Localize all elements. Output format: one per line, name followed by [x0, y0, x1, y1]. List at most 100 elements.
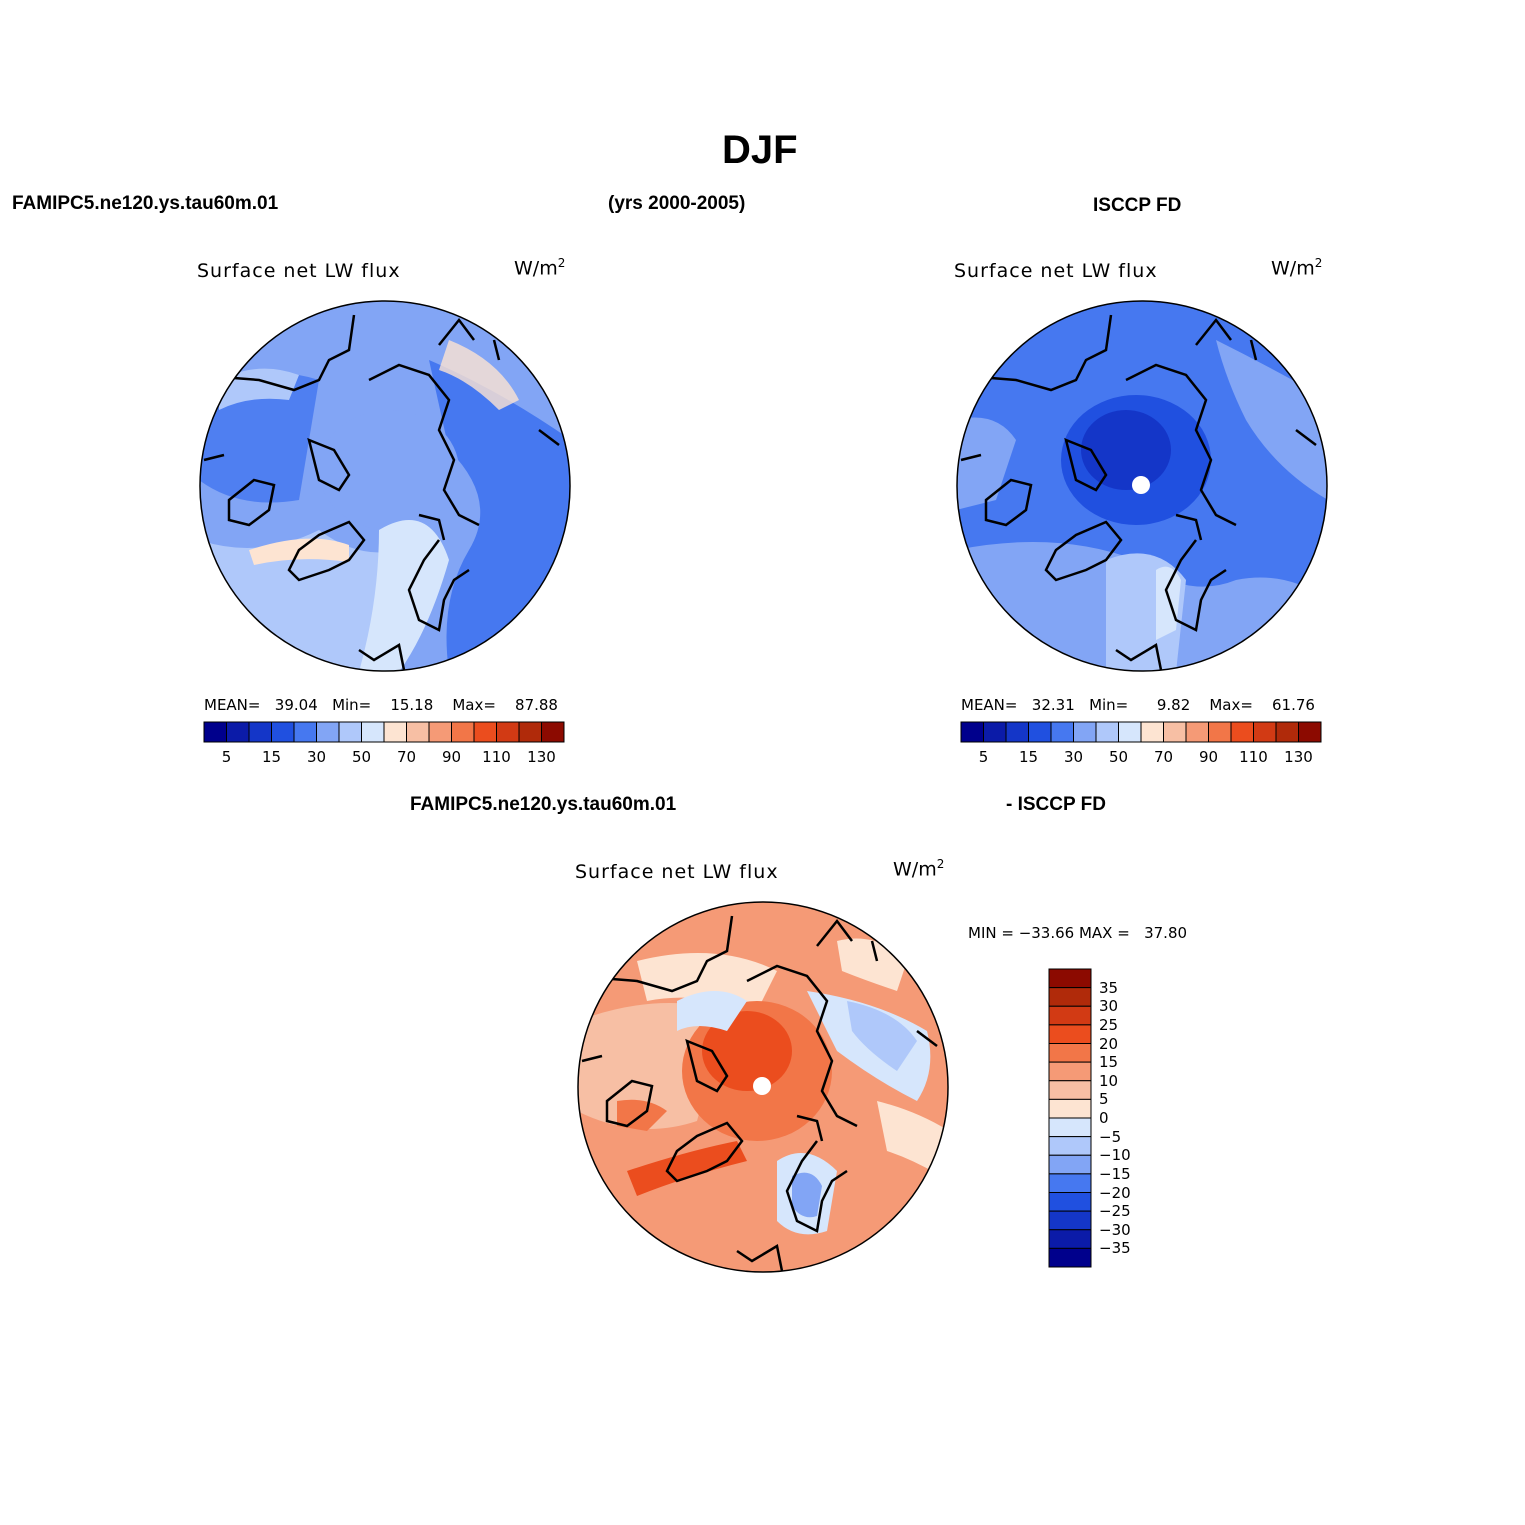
- colorbar-tick-label: 0: [1099, 1109, 1109, 1127]
- colorbar-swatch: [1275, 721, 1299, 743]
- colorbar-tick-label: 30: [1063, 748, 1084, 766]
- colorbar-swatch: [1118, 721, 1142, 743]
- colorbar-tick-label: 30: [1099, 997, 1119, 1016]
- model-colorbar: [203, 721, 565, 743]
- colorbar-tick-label: 90: [441, 748, 462, 766]
- colorbar-tick-label: 25: [1099, 1015, 1119, 1034]
- colorbar-swatch: [271, 721, 295, 743]
- diff-colorbar: [1048, 968, 1092, 1268]
- obs-units: W/m2: [1271, 256, 1323, 280]
- colorbar-swatch: [428, 721, 452, 743]
- diff-variable-title: Surface net LW flux: [575, 861, 779, 883]
- colorbar-swatch: [1050, 721, 1074, 743]
- colorbar-swatch: [518, 721, 542, 743]
- colorbar-swatch: [383, 721, 407, 743]
- colorbar-swatch: [361, 721, 385, 743]
- colorbar-swatch: [1185, 721, 1209, 743]
- diff-units: W/m2: [893, 857, 945, 881]
- colorbar-tick-label: 50: [351, 748, 372, 766]
- colorbar-tick-label: 35: [1099, 978, 1119, 997]
- model-polar-map: [199, 300, 571, 672]
- model-stats: MEAN= 39.04 Min= 15.18 Max= 87.88: [204, 696, 558, 714]
- colorbar-swatch: [1048, 1098, 1092, 1119]
- colorbar-swatch: [1048, 968, 1092, 989]
- colorbar-swatch: [316, 721, 340, 743]
- colorbar-tick-label: −30: [1099, 1220, 1131, 1239]
- colorbar-swatch: [1028, 721, 1052, 743]
- figure-title: DJF: [722, 128, 798, 172]
- colorbar-tick-label: −20: [1099, 1183, 1131, 1202]
- model-units: W/m2: [514, 256, 566, 280]
- diff-minmax: MIN = −33.66 MAX = 37.80: [968, 924, 1188, 942]
- colorbar-swatch: [1048, 1061, 1092, 1082]
- colorbar-swatch: [1048, 1210, 1092, 1231]
- colorbar-swatch: [1048, 1173, 1092, 1193]
- colorbar-swatch: [203, 721, 227, 743]
- colorbar-tick-label: 110: [482, 748, 511, 766]
- colorbar-tick-label: −15: [1099, 1164, 1131, 1183]
- obs-name-label: ISCCP FD: [1093, 195, 1182, 216]
- colorbar-tick-label: 5: [978, 748, 989, 766]
- colorbar-swatch: [248, 721, 272, 743]
- years-label: (yrs 2000-2005): [608, 193, 746, 214]
- colorbar-tick-label: 90: [1198, 748, 1219, 766]
- colorbar-tick-label: 20: [1099, 1034, 1119, 1053]
- colorbar-swatch: [406, 721, 430, 743]
- case-name-label: FAMIPC5.ne120.ys.tau60m.01: [12, 193, 279, 214]
- colorbar-tick-label: 130: [527, 748, 556, 766]
- diff-polar-map: [577, 901, 949, 1273]
- colorbar-tick-label: −10: [1099, 1146, 1131, 1165]
- colorbar-tick-label: −35: [1099, 1239, 1131, 1258]
- colorbar-swatch: [1048, 1192, 1092, 1212]
- colorbar-swatch: [451, 721, 475, 743]
- colorbar-tick-label: 110: [1239, 748, 1268, 766]
- colorbar-swatch: [1048, 1247, 1092, 1268]
- colorbar-swatch: [1163, 721, 1187, 743]
- colorbar-swatch: [1048, 1154, 1092, 1175]
- colorbar-swatch: [1140, 721, 1164, 743]
- colorbar-swatch: [1048, 987, 1092, 1007]
- colorbar-tick-label: −25: [1099, 1202, 1131, 1221]
- colorbar-swatch: [1298, 721, 1322, 743]
- colorbar-tick-label: −5: [1099, 1127, 1122, 1146]
- colorbar-swatch: [1048, 1080, 1092, 1100]
- colorbar-swatch: [496, 721, 520, 743]
- colorbar-tick-label: 5: [1099, 1090, 1109, 1109]
- colorbar-swatch: [1048, 1136, 1092, 1156]
- colorbar-swatch: [983, 721, 1007, 743]
- colorbar-swatch: [338, 721, 362, 743]
- obs-polar-map: [956, 300, 1328, 672]
- colorbar-swatch: [541, 721, 565, 743]
- colorbar-swatch: [1208, 721, 1232, 743]
- diff-obs-label: - ISCCP FD: [1006, 794, 1106, 815]
- colorbar-swatch: [1230, 721, 1254, 743]
- colorbar-swatch: [1048, 1117, 1092, 1138]
- colorbar-swatch: [293, 721, 317, 743]
- colorbar-tick-label: 70: [396, 748, 417, 766]
- colorbar-swatch: [1005, 721, 1029, 743]
- colorbar-swatch: [1253, 721, 1277, 743]
- obs-variable-title: Surface net LW flux: [954, 260, 1158, 282]
- colorbar-tick-label: 30: [306, 748, 327, 766]
- colorbar-swatch: [1048, 1229, 1092, 1249]
- colorbar-swatch: [1048, 1043, 1092, 1063]
- diff-case-label: FAMIPC5.ne120.ys.tau60m.01: [410, 794, 677, 815]
- colorbar-tick-label: 70: [1153, 748, 1174, 766]
- obs-stats: MEAN= 32.31 Min= 9.82 Max= 61.76: [961, 696, 1315, 714]
- colorbar-tick-label: 15: [1018, 748, 1039, 766]
- model-variable-title: Surface net LW flux: [197, 260, 401, 282]
- colorbar-swatch: [960, 721, 984, 743]
- obs-colorbar: [960, 721, 1322, 743]
- colorbar-swatch: [1095, 721, 1119, 743]
- colorbar-tick-label: 10: [1099, 1071, 1119, 1090]
- colorbar-tick-label: 15: [1099, 1053, 1119, 1072]
- colorbar-swatch: [226, 721, 250, 743]
- colorbar-tick-label: 15: [261, 748, 282, 766]
- colorbar-tick-label: 50: [1108, 748, 1129, 766]
- colorbar-tick-label: 130: [1284, 748, 1313, 766]
- colorbar-tick-label: 5: [221, 748, 232, 766]
- colorbar-swatch: [1073, 721, 1097, 743]
- colorbar-swatch: [1048, 1005, 1092, 1026]
- colorbar-swatch: [473, 721, 497, 743]
- colorbar-swatch: [1048, 1024, 1092, 1044]
